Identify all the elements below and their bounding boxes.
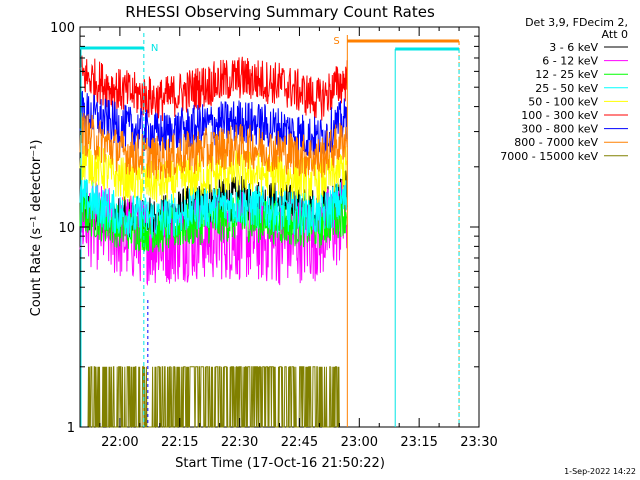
legend-header-line2: Att 0 xyxy=(602,28,628,41)
series-line-8 xyxy=(87,366,340,428)
annotation-n: N xyxy=(151,43,158,54)
x-axis-label: Start Time (17-Oct-16 21:50:22) xyxy=(175,456,385,471)
legend-label-3: 25 - 50 keV xyxy=(535,82,598,95)
timestamp-footer: 1-Sep-2022 14:22 xyxy=(564,467,636,476)
x-tick-label-3: 22:45 xyxy=(281,435,318,450)
legend-label-8: 7000 - 15000 keV xyxy=(500,150,598,163)
legend-label-1: 6 - 12 keV xyxy=(542,55,598,68)
legend-header-line1: Det 3,9, FDecim 2, xyxy=(525,16,628,29)
x-tick-label-1: 22:15 xyxy=(161,435,198,450)
chart-title: RHESSI Observing Summary Count Rates xyxy=(125,3,435,21)
y-axis-label: Count Rate (s⁻¹ detector⁻¹) xyxy=(29,140,44,317)
x-tick-label-6: 23:30 xyxy=(460,435,497,450)
series-line-3 xyxy=(79,179,348,239)
legend-label-2: 12 - 25 keV xyxy=(535,68,598,81)
series-line-5 xyxy=(79,55,348,122)
axes-layer xyxy=(80,26,480,428)
y-tick-label-1: 1 xyxy=(67,421,75,436)
y-tick-label-10: 10 xyxy=(58,221,75,236)
x-tick-label-0: 22:00 xyxy=(101,435,138,450)
series-line-1 xyxy=(79,178,348,287)
x-tick-label-5: 23:15 xyxy=(400,435,437,450)
data-layer: NS xyxy=(79,33,460,428)
x-tick-labels: 22:00 22:15 22:30 22:45 23:00 23:15 23:30 xyxy=(101,435,498,450)
legend-label-7: 800 - 7000 keV xyxy=(514,136,598,149)
series-line-7 xyxy=(79,112,348,180)
y-tick-label-100: 100 xyxy=(50,21,75,36)
x-tick-label-4: 23:00 xyxy=(341,435,378,450)
legend-label-5: 100 - 300 keV xyxy=(521,109,598,122)
annotation-s: S xyxy=(333,36,339,47)
legend-label-4: 50 - 100 keV xyxy=(528,95,598,108)
legend-label-6: 300 - 800 keV xyxy=(521,123,598,136)
x-tick-label-2: 22:30 xyxy=(221,435,258,450)
legend-label-0: 3 - 6 keV xyxy=(549,41,598,54)
